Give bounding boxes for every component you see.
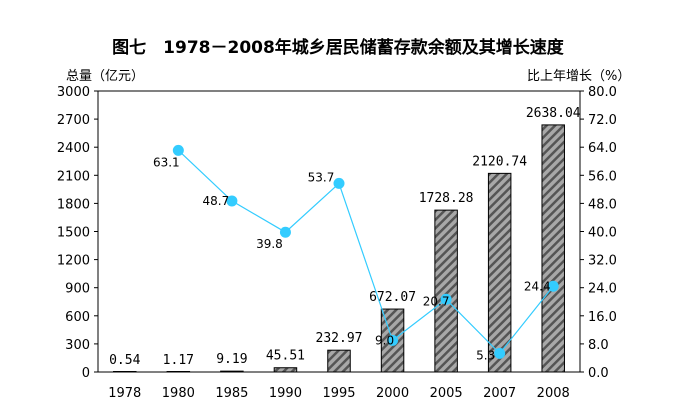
x-tick-label: 1978 (108, 386, 141, 401)
growth-value-label: 9.0 (375, 333, 394, 347)
bar-value-label: 1728.28 (419, 191, 474, 206)
y-right-tick-label: 8.0 (588, 338, 609, 353)
y-right-tick-label: 56.0 (588, 169, 617, 184)
growth-value-label: 5.3 (476, 348, 495, 362)
x-tick-label: 1990 (269, 386, 302, 401)
bar-value-label: 672.07 (369, 290, 416, 305)
y-left-tick-label: 600 (65, 310, 90, 325)
y-right-tick-label: 32.0 (588, 254, 617, 269)
y-left-tick-label: 0 (82, 366, 90, 381)
y-right-tick-label: 16.0 (588, 310, 617, 325)
bar-value-label: 232.97 (316, 331, 363, 346)
growth-marker (172, 144, 184, 156)
y-right-tick-label: 24.0 (588, 282, 617, 297)
bar (220, 370, 244, 373)
y-axis-right-label: 比上年增长（%） (527, 69, 630, 84)
y-right-tick-label: 48.0 (588, 197, 617, 212)
growth-value-label: 53.7 (308, 170, 335, 184)
x-tick-label: 1985 (215, 386, 248, 401)
y-left-tick-label: 1500 (57, 226, 90, 241)
y-right-tick-label: 72.0 (588, 113, 617, 128)
growth-value-label: 39.8 (256, 237, 283, 251)
y-left-tick-label: 2700 (57, 113, 90, 128)
y-left-tick-label: 1800 (57, 197, 90, 212)
bar-value-label: 2638.04 (526, 106, 581, 121)
y-left-tick-label: 1200 (57, 254, 90, 269)
bar-value-label: 45.51 (266, 349, 305, 364)
bar-value-label: 9.19 (216, 352, 247, 367)
bar (434, 209, 458, 373)
growth-marker (226, 195, 238, 207)
bar-value-label: 0.54 (109, 353, 140, 368)
y-right-tick-label: 80.0 (588, 85, 617, 100)
growth-marker (494, 347, 506, 359)
y-left-tick-label: 3000 (57, 85, 90, 100)
x-tick-label: 1995 (322, 386, 355, 401)
x-tick-label: 2008 (537, 386, 570, 401)
y-right-tick-label: 0.0 (588, 366, 609, 381)
y-left-tick-label: 300 (65, 338, 90, 353)
growth-marker (547, 280, 559, 292)
bar (113, 371, 137, 373)
bar (273, 367, 298, 373)
bar (487, 172, 512, 373)
y-right-tick-label: 64.0 (588, 141, 617, 156)
growth-value-label: 48.7 (203, 194, 230, 208)
growth-marker (333, 177, 345, 189)
plot-area: 3000270024002100180015001200900600300080… (57, 85, 617, 401)
bar-value-label: 2120.74 (472, 154, 527, 169)
growth-value-label: 24.4 (524, 279, 551, 293)
x-tick-label: 2000 (376, 386, 409, 401)
x-tick-label: 1980 (162, 386, 195, 401)
bar (327, 349, 351, 373)
growth-marker (387, 334, 399, 346)
y-right-tick-label: 40.0 (588, 226, 617, 241)
y-left-tick-label: 2100 (57, 169, 90, 184)
x-tick-label: 2005 (430, 386, 463, 401)
bar (166, 371, 191, 373)
x-tick-label: 2007 (483, 386, 516, 401)
y-axis-left-label: 总量（亿元） (66, 69, 144, 84)
growth-line (177, 149, 554, 355)
growth-value-label: 20.7 (423, 294, 450, 308)
bar-value-label: 1.17 (163, 353, 194, 368)
chart-title: 图七 1978－2008年城乡居民储蓄存款余额及其增长速度 (112, 37, 565, 58)
y-left-tick-label: 2400 (57, 141, 90, 156)
growth-marker (279, 226, 291, 238)
bar (541, 124, 565, 373)
y-left-tick-label: 900 (65, 282, 90, 297)
growth-marker (440, 293, 452, 305)
growth-value-label: 63.1 (153, 155, 180, 169)
